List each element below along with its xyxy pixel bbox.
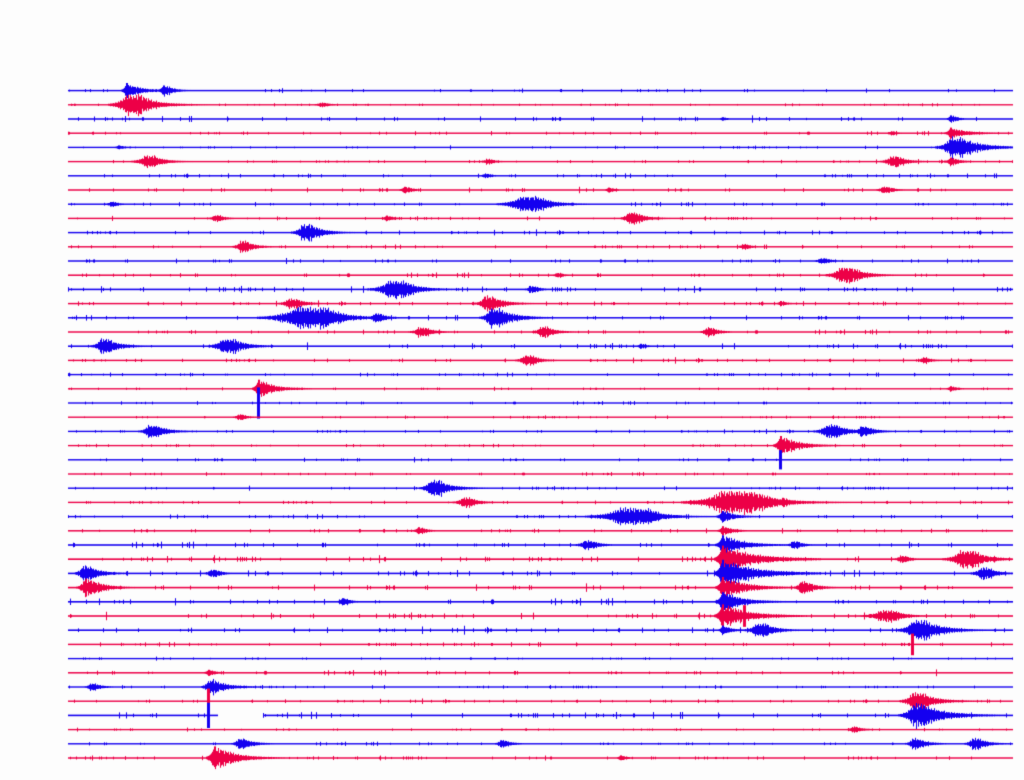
seismogram-plot: [0, 0, 1024, 780]
